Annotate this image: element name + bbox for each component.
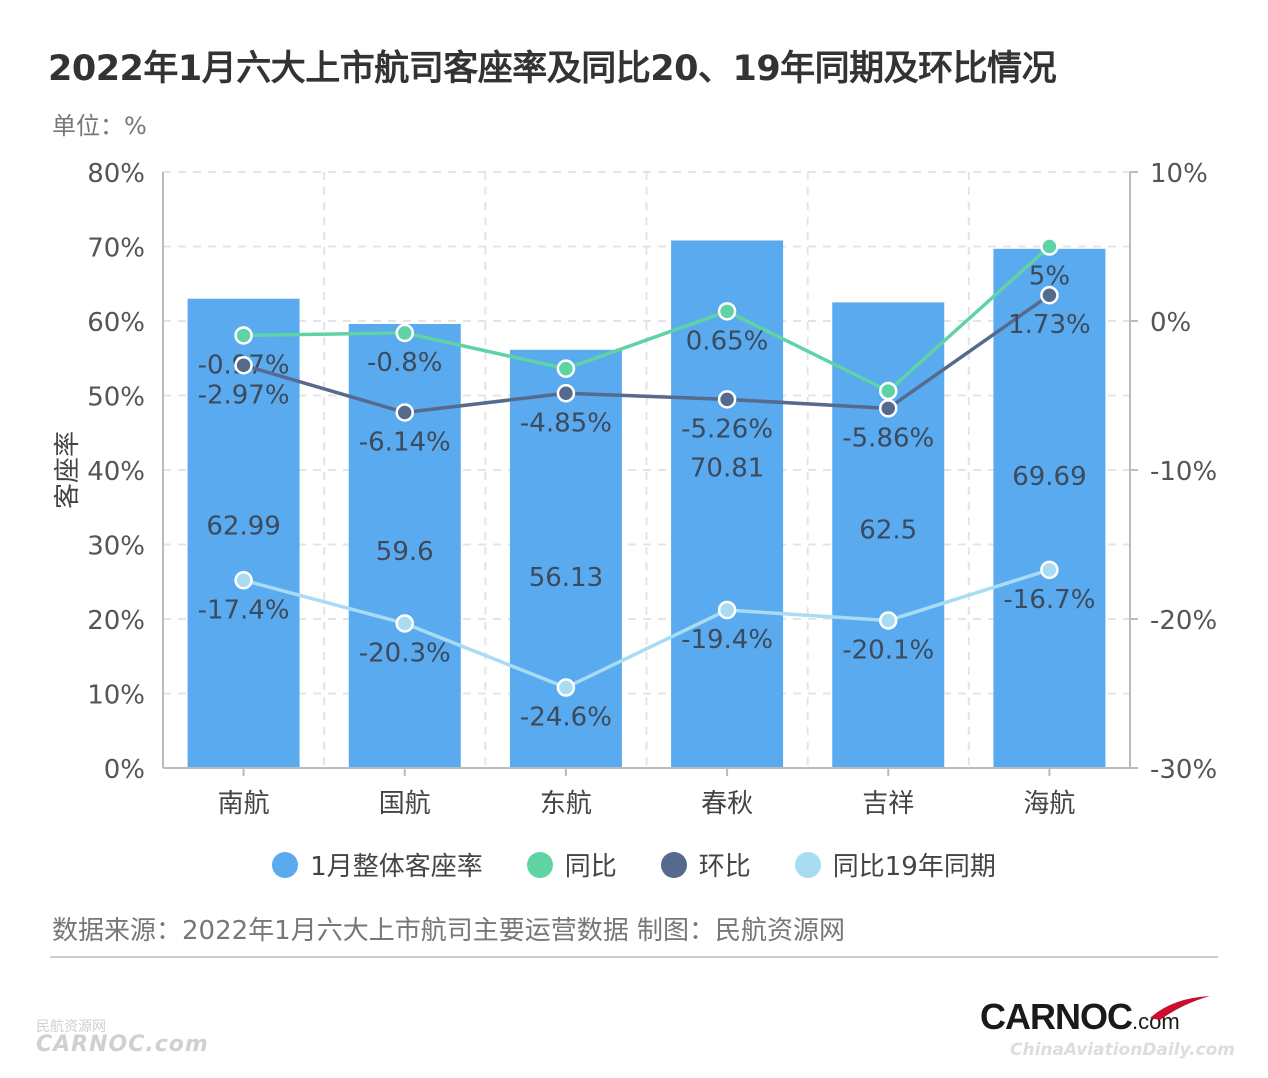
legend-marker-bar — [272, 851, 299, 878]
line-value-label: -17.4% — [198, 595, 290, 625]
line-point — [1040, 560, 1059, 580]
y-axis-title: 客座率 — [53, 431, 83, 509]
legend-marker-yoy — [526, 851, 553, 878]
logo-swoosh-icon — [1150, 996, 1210, 1020]
line-series-2 — [243, 293, 1051, 415]
divider — [50, 956, 1218, 958]
x-tick-label: 东航 — [540, 789, 592, 819]
x-tick-label: 国航 — [379, 789, 431, 819]
logo-tagline: ChinaAviationDaily.com — [1010, 1040, 1236, 1060]
legend-label-mom: 环比 — [698, 852, 751, 882]
watermark-text-cn: 民航资源网 — [36, 1019, 106, 1035]
x-tick-label: 海航 — [1023, 789, 1075, 819]
y-left-tick-label: 70% — [87, 234, 145, 264]
bar-value-label: 59.6 — [376, 537, 434, 567]
bar — [832, 302, 945, 768]
unit-label: 单位：% — [52, 112, 147, 140]
source-note: 数据来源：2022年1月六大上市航司主要运营数据 制图：民航资源网 — [52, 916, 845, 946]
chart-title: 2022年1月六大上市航司客座率及同比20、19年同期及环比情况 — [48, 49, 1057, 89]
line-point — [395, 403, 414, 422]
line-value-label: -6.14% — [359, 427, 451, 457]
line-point — [879, 399, 898, 418]
line-point — [879, 381, 898, 401]
legend-item-yoy[interactable]: 同比 — [526, 846, 617, 883]
watermark-left: 民航资源网 CARNOC.com — [36, 1018, 209, 1057]
legend-item-bar[interactable]: 1月整体客座率 — [272, 846, 483, 883]
line-point — [879, 611, 898, 630]
bar-value-label: 69.69 — [1012, 462, 1086, 492]
y-right-tick-label: 0% — [1150, 308, 1191, 338]
bar — [348, 323, 461, 768]
y-left-tick-label: 30% — [87, 532, 145, 562]
line-point — [556, 678, 576, 697]
line-value-label: -20.1% — [842, 635, 934, 665]
y-right-tick-label: -20% — [1150, 606, 1217, 636]
bar-value-label: 62.99 — [206, 512, 280, 542]
line-value-label: -20.3% — [359, 638, 451, 668]
line-series-1 — [243, 245, 1051, 394]
line-value-label: -16.7% — [1003, 585, 1095, 615]
legend-label-yoy: 同比 — [564, 852, 617, 882]
logo-brand: CARNOC — [980, 996, 1133, 1037]
y-left-tick-label: 50% — [87, 383, 145, 413]
y-right-tick-label: -30% — [1150, 755, 1217, 785]
legend-item-mom[interactable]: 环比 — [660, 846, 751, 883]
bar-value-label: 56.13 — [529, 563, 603, 593]
bar-value-label: 70.81 — [690, 453, 764, 483]
legend-marker-mom — [660, 851, 687, 878]
y-left-tick-label: 0% — [104, 755, 145, 785]
line-point — [556, 384, 576, 403]
chart-legend: 1月整体客座率 同比 环比 同比19年同期 — [0, 846, 1268, 883]
line-point — [717, 302, 737, 321]
line-point — [395, 614, 414, 633]
legend-marker-yoy19 — [794, 851, 821, 878]
line-value-label: -5.86% — [842, 423, 934, 453]
line-value-label: 1.73% — [1008, 310, 1091, 340]
y-left-tick-label: 40% — [87, 457, 145, 487]
carnoc-logo[interactable]: CARNOC.com — [980, 996, 1180, 1038]
line-point — [717, 600, 737, 620]
line-point — [717, 390, 737, 409]
line-point — [1040, 285, 1059, 305]
line-point — [1040, 237, 1059, 256]
logo-suffix: .com — [1132, 1009, 1180, 1034]
legend-label-bar: 1月整体客座率 — [310, 852, 483, 882]
line-value-label: -2.97% — [198, 380, 290, 410]
legend-item-yoy19[interactable]: 同比19年同期 — [794, 846, 996, 883]
x-tick-label: 南航 — [218, 789, 270, 819]
line-point — [556, 359, 576, 378]
x-tick-label: 春秋 — [701, 789, 753, 819]
x-tick-label: 吉祥 — [862, 789, 914, 819]
line-point — [234, 326, 253, 345]
line-series-3 — [243, 568, 1050, 690]
bar — [509, 349, 622, 768]
line-value-label: -5.26% — [681, 414, 773, 444]
line-point — [234, 571, 253, 590]
line-value-label: -4.85% — [520, 408, 612, 438]
line-value-label: -0.8% — [367, 348, 442, 378]
line-point — [395, 323, 414, 343]
y-left-tick-label: 20% — [87, 606, 145, 636]
y-right-tick-label: -10% — [1150, 457, 1217, 487]
line-value-label: 0.65% — [686, 326, 769, 356]
y-left-tick-label: 10% — [87, 681, 145, 711]
y-right-tick-label: 10% — [1150, 159, 1208, 189]
watermark-text-en: CARNOC.com — [36, 1032, 209, 1057]
legend-label-yoy19: 同比19年同期 — [832, 852, 996, 882]
y-left-tick-label: 80% — [87, 159, 145, 189]
line-point — [234, 356, 253, 375]
bar — [993, 248, 1106, 768]
line-value-label: -19.4% — [681, 625, 773, 655]
bar-value-label: 62.5 — [859, 515, 917, 545]
combo-chart: 0% 10% 20% 30% 40% 50% 60% 70% 80% -30% -20% -10% 0%… — [53, 159, 1217, 819]
y-left-tick-label: 60% — [87, 308, 145, 338]
line-value-label: -24.6% — [520, 703, 612, 733]
